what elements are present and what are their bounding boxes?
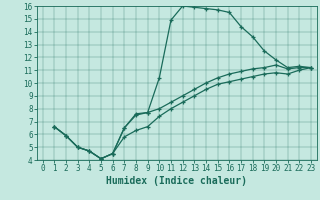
X-axis label: Humidex (Indice chaleur): Humidex (Indice chaleur) (106, 176, 247, 186)
